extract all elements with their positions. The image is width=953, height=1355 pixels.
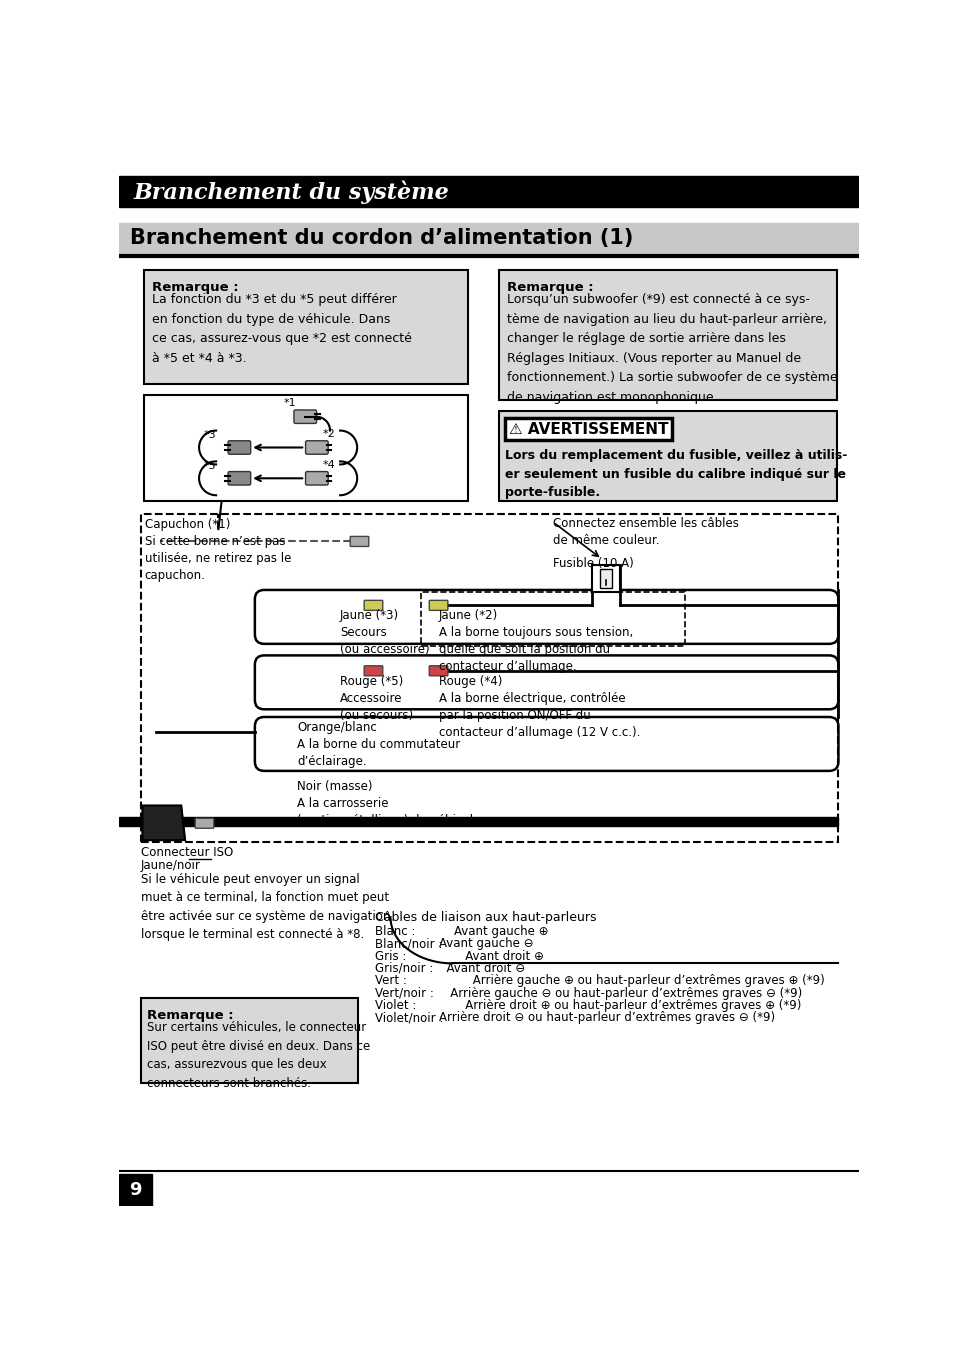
Text: Arrière gauche ⊕ ou haut-parleur d’extrêmes graves ⊕ (*9): Arrière gauche ⊕ ou haut-parleur d’extrê… bbox=[438, 974, 823, 988]
FancyBboxPatch shape bbox=[505, 419, 671, 440]
Text: Orange/blanc
A la borne du commutateur
d’éclairage.: Orange/blanc A la borne du commutateur d… bbox=[297, 721, 460, 768]
Text: Vert :: Vert : bbox=[375, 974, 406, 988]
FancyBboxPatch shape bbox=[144, 396, 468, 501]
Text: *3: *3 bbox=[203, 431, 216, 440]
Text: Violet/noir :: Violet/noir : bbox=[375, 1011, 443, 1024]
Text: Capuchon (*1)
Si cette borne n’est pas
utilisée, ne retirez pas le
capuchon.: Capuchon (*1) Si cette borne n’est pas u… bbox=[145, 518, 291, 581]
FancyBboxPatch shape bbox=[364, 600, 382, 610]
Text: *2: *2 bbox=[323, 428, 335, 439]
FancyBboxPatch shape bbox=[429, 600, 447, 610]
Text: Gris :: Gris : bbox=[375, 950, 406, 962]
Text: Violet :: Violet : bbox=[375, 999, 416, 1012]
Bar bbox=[592, 565, 619, 592]
Bar bbox=[141, 514, 838, 841]
Bar bbox=[119, 222, 858, 253]
FancyBboxPatch shape bbox=[294, 411, 316, 423]
Text: Câbles de liaison aux haut-parleurs: Câbles de liaison aux haut-parleurs bbox=[375, 911, 596, 924]
FancyBboxPatch shape bbox=[498, 411, 836, 501]
Text: Jaune/noir: Jaune/noir bbox=[141, 859, 201, 873]
FancyBboxPatch shape bbox=[228, 472, 251, 485]
Text: Arrière droit ⊖ ou haut-parleur d’extrêmes graves ⊖ (*9): Arrière droit ⊖ ou haut-parleur d’extrêm… bbox=[438, 1011, 774, 1024]
FancyBboxPatch shape bbox=[429, 665, 447, 676]
Text: Rouge (*5)
Accessoire
(ou secours): Rouge (*5) Accessoire (ou secours) bbox=[340, 675, 413, 722]
Text: Lors du remplacement du fusible, veillez à utilis-
er seulement un fusible du ca: Lors du remplacement du fusible, veillez… bbox=[505, 449, 846, 499]
Text: Jaune (*2)
A la borne toujours sous tension,
quelle que soit la position du
cont: Jaune (*2) A la borne toujours sous tens… bbox=[438, 610, 632, 673]
Text: Lorsqu’un subwoofer (*9) est connecté à ce sys-
tème de navigation au lieu du ha: Lorsqu’un subwoofer (*9) est connecté à … bbox=[506, 294, 837, 404]
Text: Fusible (10 A): Fusible (10 A) bbox=[553, 557, 634, 570]
Bar bbox=[119, 1173, 152, 1206]
Text: Avant droit ⊕: Avant droit ⊕ bbox=[438, 950, 543, 962]
FancyBboxPatch shape bbox=[305, 440, 328, 454]
Text: Remarque :: Remarque : bbox=[147, 1009, 233, 1022]
Text: Blanc :: Blanc : bbox=[375, 925, 415, 938]
FancyBboxPatch shape bbox=[144, 271, 468, 385]
Bar bbox=[599, 569, 612, 588]
Text: 9: 9 bbox=[130, 1180, 142, 1199]
Text: Sur certains véhicules, le connecteur
ISO peut être divisé en deux. Dans ce
cas,: Sur certains véhicules, le connecteur IS… bbox=[147, 1022, 370, 1089]
Text: Connecteur ISO: Connecteur ISO bbox=[141, 847, 233, 859]
FancyBboxPatch shape bbox=[141, 999, 357, 1083]
Text: Remarque :: Remarque : bbox=[152, 282, 238, 294]
Polygon shape bbox=[142, 806, 185, 840]
Bar bbox=[119, 817, 838, 827]
Text: Si le véhicule peut envoyer un signal
muet à ce terminal, la fonction muet peut
: Si le véhicule peut envoyer un signal mu… bbox=[141, 873, 390, 940]
Bar bbox=[119, 176, 858, 207]
Text: Noir (masse)
A la carrosserie
(partie métallique) du véhicule.: Noir (masse) A la carrosserie (partie mé… bbox=[297, 780, 484, 827]
Text: Connectez ensemble les câbles
de même couleur.: Connectez ensemble les câbles de même co… bbox=[553, 516, 739, 547]
Text: Rouge (*4)
A la borne électrique, contrôlée
par la position ON/OFF du
contacteur: Rouge (*4) A la borne électrique, contrô… bbox=[438, 675, 639, 738]
Text: Branchement du cordon d’alimentation (1): Branchement du cordon d’alimentation (1) bbox=[130, 228, 633, 248]
FancyBboxPatch shape bbox=[195, 818, 213, 828]
FancyBboxPatch shape bbox=[228, 440, 251, 454]
Text: Gris/noir :: Gris/noir : bbox=[375, 962, 433, 974]
Text: Avant gauche ⊖: Avant gauche ⊖ bbox=[438, 938, 533, 950]
Text: Jaune (*3)
Secours
(ou accessoire): Jaune (*3) Secours (ou accessoire) bbox=[340, 610, 429, 656]
Text: Branchement du système: Branchement du système bbox=[133, 180, 449, 203]
FancyBboxPatch shape bbox=[305, 472, 328, 485]
Text: Avant droit ⊖: Avant droit ⊖ bbox=[438, 962, 524, 974]
Text: *1: *1 bbox=[283, 398, 295, 408]
Text: *4: *4 bbox=[323, 459, 335, 470]
Text: Arrière gauche ⊖ ou haut-parleur d’extrêmes graves ⊖ (*9): Arrière gauche ⊖ ou haut-parleur d’extrê… bbox=[438, 986, 801, 1000]
FancyBboxPatch shape bbox=[498, 271, 836, 400]
Text: Vert/noir :: Vert/noir : bbox=[375, 986, 434, 1000]
Text: La fonction du *3 et du *5 peut différer
en fonction du type de véhicule. Dans
c: La fonction du *3 et du *5 peut différer… bbox=[152, 294, 412, 364]
Text: ⚠ AVERTISSEMENT: ⚠ AVERTISSEMENT bbox=[508, 421, 667, 436]
Text: Avant gauche ⊕: Avant gauche ⊕ bbox=[438, 925, 547, 938]
Text: *5: *5 bbox=[203, 461, 216, 472]
Bar bbox=[421, 592, 684, 646]
Text: Arrière droit ⊕ ou haut-parleur d’extrêmes graves ⊕ (*9): Arrière droit ⊕ ou haut-parleur d’extrêm… bbox=[438, 999, 801, 1012]
FancyBboxPatch shape bbox=[364, 665, 382, 676]
FancyBboxPatch shape bbox=[350, 537, 369, 546]
Text: Remarque :: Remarque : bbox=[506, 282, 593, 294]
Text: Blanc/noir :: Blanc/noir : bbox=[375, 938, 442, 950]
